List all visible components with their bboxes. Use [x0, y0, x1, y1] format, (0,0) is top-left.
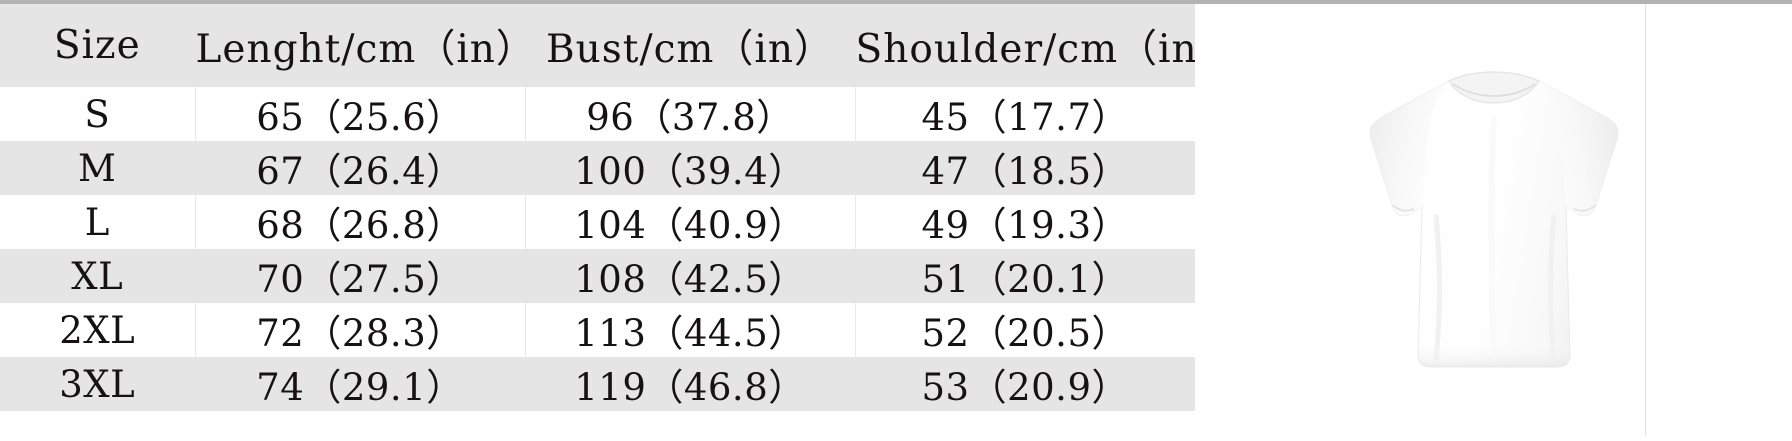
cell-shoulder: 52（20.5） — [854, 303, 1195, 357]
cell-size: M — [0, 141, 195, 195]
table-body: S 65（25.6） 96（37.8） 45（17.7） M 67（26.4） … — [0, 87, 1195, 411]
tshirt-right-sleeve — [1538, 81, 1618, 216]
tshirt-left-sleeve — [1369, 81, 1449, 216]
table-header: Size Lenght/cm（in） Bust/cm（in） Shoulder/… — [0, 4, 1237, 87]
cell-shoulder: 45（17.7） — [854, 87, 1195, 141]
column-header-bust: Bust/cm（in） — [525, 4, 855, 87]
cell-size: 3XL — [0, 357, 195, 411]
table-row: L 68（26.8） 104（40.9） 49（19.3） — [0, 195, 1195, 249]
column-header-shoulder: Shoulder/cm（in） — [855, 4, 1237, 87]
cell-bust: 100（39.4） — [525, 141, 855, 195]
cell-length: 70（27.5） — [195, 249, 525, 303]
tshirt-collar — [1447, 71, 1540, 104]
cell-shoulder: 49（19.3） — [854, 195, 1195, 249]
cell-length: 67（26.4） — [195, 141, 525, 195]
cell-length: 65（25.6） — [194, 87, 525, 141]
table-row: XL 70（27.5） 108（42.5） 51（20.1） — [0, 249, 1195, 303]
cell-bust: 108（42.5） — [525, 249, 855, 303]
cell-size: L — [0, 195, 195, 249]
table-row: S 65（25.6） 96（37.8） 45（17.7） — [0, 87, 1195, 141]
tshirt-collar-inner-edge — [1452, 83, 1535, 97]
cell-size: XL — [0, 249, 195, 303]
cell-bust: 113（44.5） — [524, 303, 855, 357]
cell-shoulder: 53（20.9） — [855, 357, 1195, 411]
top-rule — [0, 0, 1792, 4]
table-row: 3XL 74（29.1） 119（46.8） 53（20.9） — [0, 357, 1195, 411]
cell-length: 72（28.3） — [194, 303, 525, 357]
panel-divider — [1645, 4, 1646, 436]
table-row: 2XL 72（28.3） 113（44.5） 52（20.5） — [0, 303, 1195, 357]
table-row: M 67（26.4） 100（39.4） 47（18.5） — [0, 141, 1195, 195]
tshirt-product-image — [1344, 55, 1644, 385]
cell-length: 68（26.8） — [194, 195, 525, 249]
size-chart-table: Size Lenght/cm（in） Bust/cm（in） Shoulder/… — [0, 4, 1237, 411]
cell-shoulder: 47（18.5） — [855, 141, 1195, 195]
tshirt-hem-shadow — [1417, 341, 1570, 367]
cell-bust: 96（37.8） — [524, 87, 855, 141]
column-header-length: Lenght/cm（in） — [195, 4, 535, 87]
tshirt-right-sleeve-hem — [1573, 204, 1597, 212]
cell-bust: 104（40.9） — [524, 195, 855, 249]
tshirt-center-crease — [1487, 114, 1497, 356]
size-chart-panel: Size Lenght/cm（in） Bust/cm（in） Shoulder/… — [0, 4, 1237, 436]
column-header-size: Size — [0, 4, 195, 87]
cell-shoulder: 51（20.1） — [855, 249, 1195, 303]
cell-bust: 119（46.8） — [525, 357, 855, 411]
cell-size: S — [0, 87, 195, 141]
cell-length: 74（29.1） — [195, 357, 525, 411]
tshirt-left-sleeve-hem — [1390, 204, 1414, 212]
cell-size: 2XL — [0, 303, 195, 357]
product-image-pane — [1195, 4, 1792, 436]
tshirt-icon — [1369, 71, 1618, 368]
header-row: Size Lenght/cm（in） Bust/cm（in） Shoulder/… — [0, 4, 1237, 87]
